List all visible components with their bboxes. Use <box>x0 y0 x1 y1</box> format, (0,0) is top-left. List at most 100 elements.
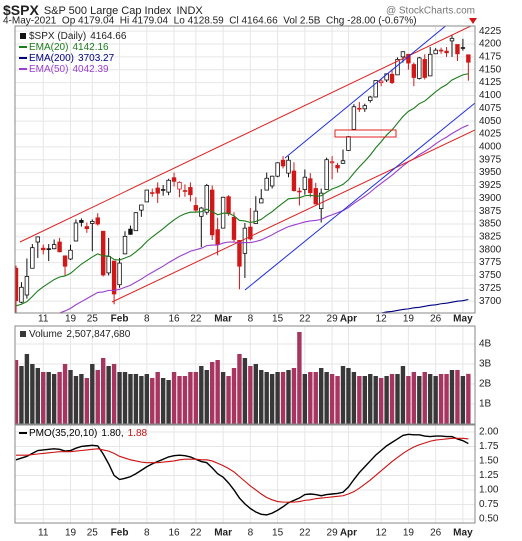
volume-bar <box>68 370 73 424</box>
y-tick-label: 1B <box>479 399 492 410</box>
volume-bar <box>400 366 406 424</box>
candle-body <box>248 226 253 240</box>
legend-entry: EMA(20) 4142.16 <box>29 42 109 53</box>
volume-bar <box>15 360 19 424</box>
candle-body <box>106 256 111 274</box>
volume-bar <box>368 374 373 424</box>
y-tick-label: 4150 <box>479 64 502 75</box>
legend-swatch <box>20 33 26 39</box>
candle-body <box>368 96 373 101</box>
candle-body <box>30 247 35 269</box>
candle-body <box>422 59 427 78</box>
trend-line <box>19 26 472 243</box>
volume-bar <box>210 362 215 424</box>
legend-value: 4164.66 <box>90 31 127 42</box>
header: $SPX S&P 500 Large Cap Index INDX <box>3 2 203 18</box>
volume-bar <box>248 366 253 424</box>
candle-body <box>242 227 248 254</box>
y-tick-label: 4175 <box>479 52 502 63</box>
trend-line <box>284 26 447 159</box>
x-tick-label: 12 <box>376 314 388 325</box>
ema-line <box>375 298 469 313</box>
ema-line <box>15 73 469 307</box>
volume-bar <box>269 374 275 424</box>
pmo-line <box>15 433 469 516</box>
volume-bar <box>62 364 68 424</box>
exchange: INDX <box>176 5 203 17</box>
candle-body <box>73 222 79 242</box>
y-tick-label: 4200 <box>479 39 502 50</box>
candle-body <box>291 170 297 191</box>
y-tick-label: 3900 <box>479 193 502 204</box>
volume-bar <box>41 372 46 424</box>
y-tick-label: 1.25 <box>479 470 499 481</box>
volume-bar <box>280 372 286 424</box>
source: @ StockCharts.com <box>386 6 475 17</box>
candle-body <box>139 204 144 211</box>
candle-body <box>455 44 460 55</box>
volume-bar <box>117 372 122 424</box>
y-tick-label: 3875 <box>479 206 502 217</box>
y-tick-label: 4125 <box>479 77 502 88</box>
volume-bar <box>455 370 460 424</box>
volume-bar <box>30 364 35 424</box>
x-tick-label: May <box>453 314 473 325</box>
volume-bar <box>35 368 40 424</box>
volume-bar <box>302 374 308 424</box>
volume-bar <box>357 376 362 424</box>
candle-body <box>449 37 455 42</box>
candle-body <box>182 190 188 192</box>
volume-bar <box>128 374 133 424</box>
volume-bar <box>313 372 318 424</box>
y-tick-label: 4B <box>479 339 492 350</box>
candle-body <box>188 187 193 196</box>
x-tick-label: 19 <box>403 528 415 539</box>
volume-bar <box>144 374 149 424</box>
candle-body <box>133 212 139 232</box>
x-tick-label: 16 <box>168 314 180 325</box>
volume-bar <box>231 368 237 424</box>
candle-body <box>231 216 237 240</box>
price-frame <box>14 25 476 314</box>
candle-body <box>400 51 406 58</box>
volume-bar <box>177 376 182 424</box>
y-tick-label: 4050 <box>479 116 502 127</box>
x-tick-label: 26 <box>430 314 442 325</box>
volume-bar <box>466 373 471 424</box>
price-panel <box>15 26 475 313</box>
volume-bar <box>319 368 324 424</box>
x-tick-label: 19 <box>403 314 415 325</box>
candle-body <box>324 159 329 190</box>
volume-bar <box>84 378 90 424</box>
volume-bar <box>389 374 395 424</box>
candle-body <box>275 162 280 177</box>
legend-name: $SPX (Daily) <box>29 31 86 42</box>
legend-swatch <box>20 331 26 337</box>
volume-bar <box>150 378 155 424</box>
candle-body <box>155 187 160 194</box>
gap-box <box>334 129 397 138</box>
candle-body <box>24 276 30 296</box>
pmo-line <box>16 437 469 503</box>
y-tick-label: 3850 <box>479 219 502 230</box>
candle-body <box>101 230 106 276</box>
legend-name: EMA(200) <box>29 53 74 64</box>
volume-bar <box>460 376 466 424</box>
candle-body <box>95 217 100 225</box>
x-tick-label: 15 <box>272 314 284 325</box>
x-tick-label: May <box>453 528 473 539</box>
y-tick-label: 1.00 <box>479 485 499 496</box>
volume-bar <box>106 366 111 424</box>
y-tick-label: 3725 <box>479 283 502 294</box>
x-tick-label: 19 <box>65 314 77 325</box>
candle-body <box>19 286 24 303</box>
candle-body <box>166 179 171 193</box>
candle-body <box>264 177 269 191</box>
volume-bar <box>242 358 248 424</box>
y-tick-label: 3950 <box>479 167 502 178</box>
legend-name: Volume <box>29 329 63 340</box>
ema-line <box>58 124 469 313</box>
x-tick-label: 22 <box>190 314 202 325</box>
candle-body <box>171 177 177 182</box>
volume-bar <box>395 374 400 424</box>
